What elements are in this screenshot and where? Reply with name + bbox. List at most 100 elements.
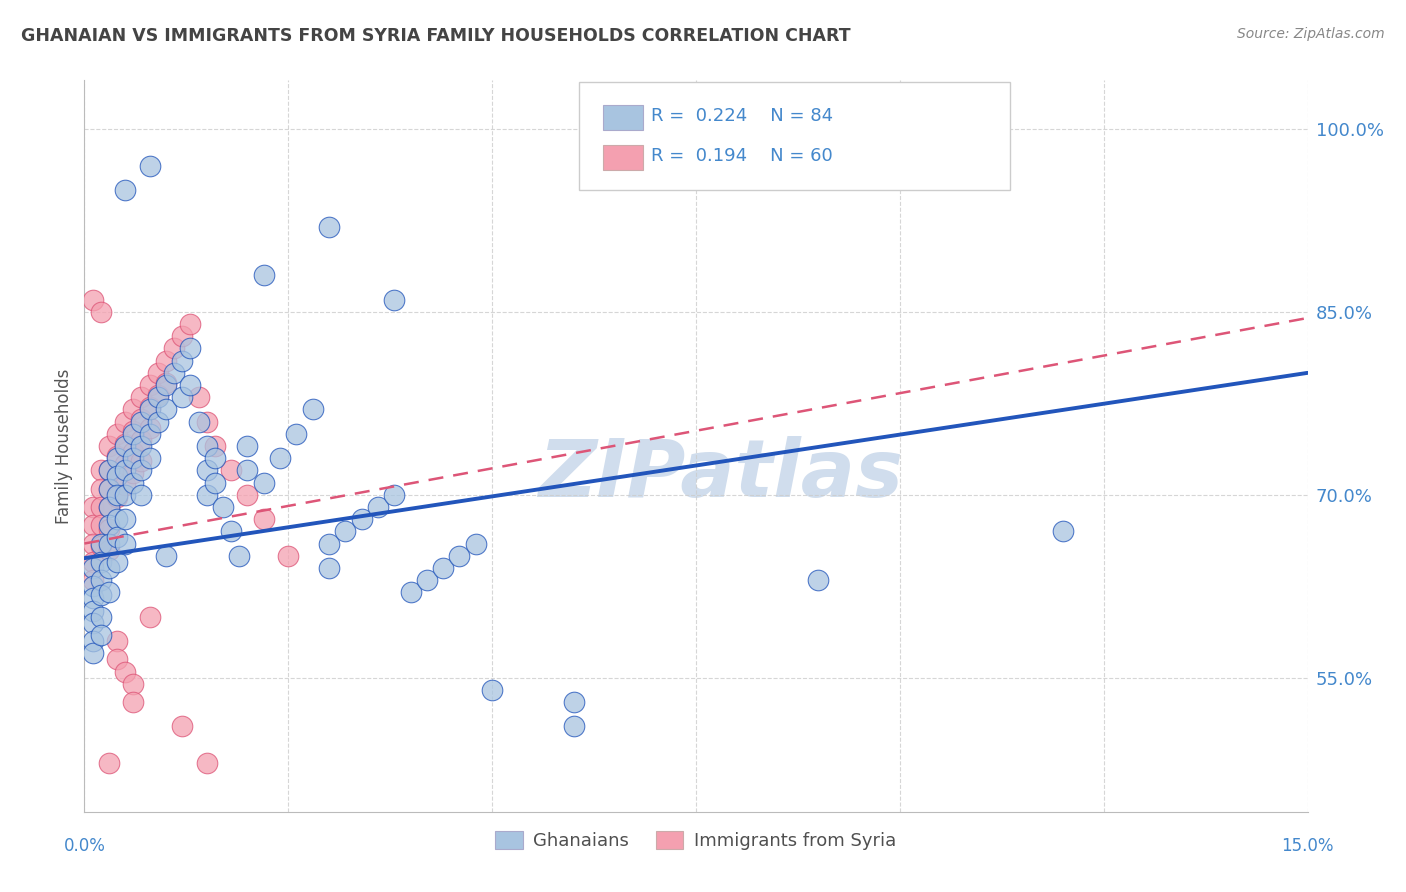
Point	[228, 549, 250, 563]
Point	[253, 512, 276, 526]
Point	[146, 415, 169, 429]
Point	[82, 573, 104, 587]
Point	[138, 159, 160, 173]
Point	[481, 682, 503, 697]
Point	[367, 500, 389, 514]
Point	[97, 500, 120, 514]
Point	[382, 293, 405, 307]
Point	[114, 512, 136, 526]
Point	[155, 378, 177, 392]
Point	[97, 536, 120, 550]
Point	[253, 268, 276, 283]
Point	[82, 561, 104, 575]
Point	[464, 536, 486, 550]
Text: R =  0.194    N = 60: R = 0.194 N = 60	[651, 147, 832, 165]
Point	[138, 421, 160, 435]
Point	[97, 463, 120, 477]
Point	[105, 634, 128, 648]
Point	[449, 549, 471, 563]
Point	[97, 482, 120, 496]
Text: 15.0%: 15.0%	[1281, 837, 1334, 855]
Point	[97, 561, 120, 575]
Point	[131, 415, 153, 429]
Point	[90, 588, 112, 602]
Point	[562, 695, 585, 709]
Point	[97, 463, 120, 477]
Point	[155, 376, 177, 390]
Point	[179, 317, 201, 331]
Point	[114, 536, 136, 550]
Point	[277, 549, 299, 563]
Point	[138, 402, 160, 417]
Point	[97, 542, 120, 557]
Point	[114, 183, 136, 197]
Point	[187, 390, 209, 404]
Point	[382, 488, 405, 502]
Point	[82, 500, 104, 514]
Point	[122, 445, 145, 459]
Point	[318, 219, 340, 234]
Point	[318, 536, 340, 550]
Point	[97, 518, 120, 533]
Point	[318, 561, 340, 575]
Point	[155, 353, 177, 368]
Point	[90, 539, 112, 553]
Point	[114, 478, 136, 492]
Point	[195, 756, 218, 770]
Point	[131, 488, 153, 502]
Point	[105, 555, 128, 569]
Point	[114, 665, 136, 679]
Point	[212, 500, 235, 514]
Point	[105, 652, 128, 666]
Point	[105, 469, 128, 483]
Legend: Ghanaians, Immigrants from Syria: Ghanaians, Immigrants from Syria	[488, 823, 904, 857]
Point	[204, 439, 226, 453]
Point	[90, 518, 112, 533]
Point	[97, 585, 120, 599]
Point	[82, 615, 104, 630]
Point	[163, 342, 186, 356]
Point	[97, 482, 120, 496]
Point	[138, 378, 160, 392]
Point	[236, 488, 259, 502]
Point	[350, 512, 373, 526]
Point	[97, 439, 120, 453]
Point	[335, 524, 357, 539]
Point	[105, 490, 128, 504]
Point	[416, 573, 439, 587]
Point	[187, 415, 209, 429]
Point	[122, 451, 145, 466]
Point	[131, 463, 153, 477]
Point	[90, 500, 112, 514]
Point	[399, 585, 422, 599]
Point	[163, 366, 186, 380]
Point	[82, 555, 104, 569]
Text: GHANAIAN VS IMMIGRANTS FROM SYRIA FAMILY HOUSEHOLDS CORRELATION CHART: GHANAIAN VS IMMIGRANTS FROM SYRIA FAMILY…	[21, 27, 851, 45]
Point	[204, 451, 226, 466]
Point	[138, 400, 160, 414]
Point	[155, 402, 177, 417]
Point	[285, 426, 308, 441]
Point	[90, 573, 112, 587]
Point	[122, 402, 145, 417]
Point	[122, 695, 145, 709]
Point	[105, 530, 128, 544]
Point	[82, 579, 104, 593]
Point	[131, 453, 153, 467]
Point	[253, 475, 276, 490]
Point	[269, 451, 291, 466]
Point	[122, 426, 145, 441]
Point	[172, 390, 194, 404]
Point	[146, 366, 169, 380]
Point	[179, 342, 201, 356]
Point	[82, 646, 104, 660]
Point	[114, 439, 136, 453]
Point	[105, 488, 128, 502]
Point	[131, 390, 153, 404]
Text: ZIPatlas: ZIPatlas	[538, 436, 903, 515]
Point	[219, 524, 242, 539]
Point	[90, 482, 112, 496]
Point	[90, 463, 112, 477]
Text: R =  0.224    N = 84: R = 0.224 N = 84	[651, 107, 834, 125]
Point	[105, 512, 128, 526]
